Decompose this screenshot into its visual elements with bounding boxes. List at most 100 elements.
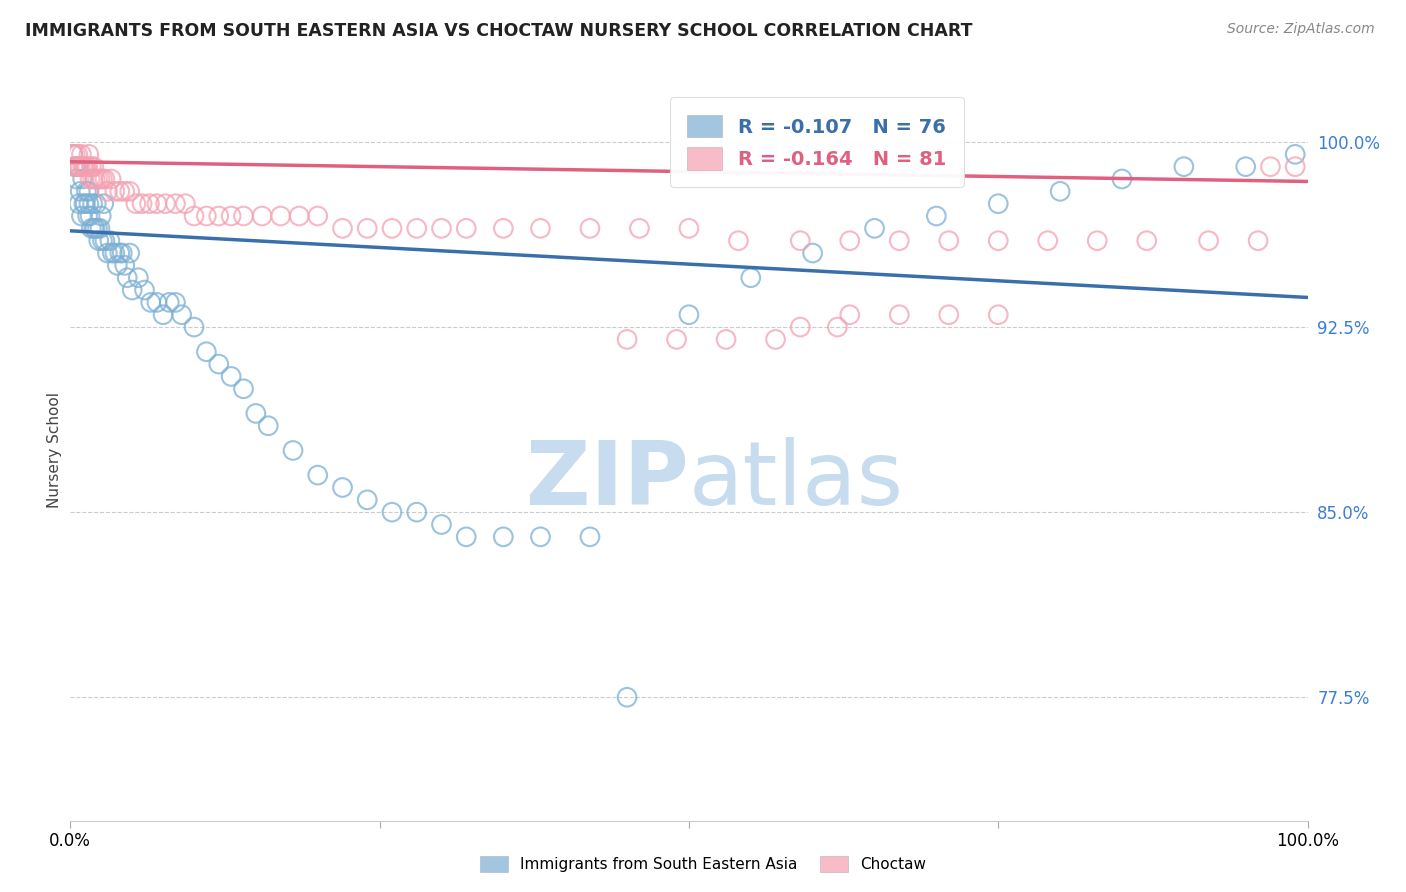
Text: atlas: atlas	[689, 436, 904, 524]
Point	[70, 209, 93, 223]
Point	[838, 308, 860, 322]
Point	[281, 443, 304, 458]
Point	[94, 172, 117, 186]
Point	[727, 234, 749, 248]
Point	[76, 209, 98, 223]
Point	[111, 246, 134, 260]
Point	[67, 196, 90, 211]
Point	[80, 221, 103, 235]
Point	[174, 196, 197, 211]
Point	[456, 530, 478, 544]
Point	[183, 209, 205, 223]
Point	[91, 172, 114, 186]
Point	[89, 172, 111, 186]
Point	[232, 382, 254, 396]
Point	[219, 209, 242, 223]
Point	[108, 246, 131, 260]
Point	[288, 209, 311, 223]
Point	[208, 357, 231, 371]
Point	[94, 234, 117, 248]
Point	[665, 332, 688, 346]
Point	[77, 184, 100, 198]
Point	[155, 196, 177, 211]
Point	[789, 234, 811, 248]
Point	[84, 196, 107, 211]
Point	[70, 147, 93, 161]
Point	[529, 530, 551, 544]
Point	[889, 234, 911, 248]
Point	[65, 172, 87, 186]
Point	[69, 160, 91, 174]
Point	[1284, 147, 1306, 161]
Point	[889, 308, 911, 322]
Point	[332, 481, 354, 495]
Point	[430, 517, 453, 532]
Point	[82, 196, 104, 211]
Point	[138, 196, 160, 211]
Y-axis label: Nursery School: Nursery School	[46, 392, 62, 508]
Point	[67, 160, 90, 174]
Point	[76, 160, 98, 174]
Point	[75, 184, 97, 198]
Point	[82, 172, 104, 186]
Point	[801, 246, 824, 260]
Point	[492, 221, 515, 235]
Point	[83, 160, 105, 174]
Point	[616, 690, 638, 705]
Point	[1111, 172, 1133, 186]
Point	[456, 221, 478, 235]
Point	[219, 369, 242, 384]
Point	[714, 332, 737, 346]
Point	[114, 258, 136, 272]
Point	[84, 172, 107, 186]
Point	[139, 295, 162, 310]
Point	[152, 308, 174, 322]
Point	[157, 295, 180, 310]
Point	[232, 209, 254, 223]
Point	[87, 234, 110, 248]
Legend: Immigrants from South Eastern Asia, Choctaw: Immigrants from South Eastern Asia, Choc…	[472, 848, 934, 880]
Point	[146, 295, 169, 310]
Point	[925, 209, 948, 223]
Point	[838, 234, 860, 248]
Point	[131, 196, 153, 211]
Point	[96, 246, 118, 260]
Point	[170, 308, 193, 322]
Point	[579, 530, 602, 544]
Point	[405, 505, 427, 519]
Point	[183, 320, 205, 334]
Point	[987, 308, 1010, 322]
Text: IMMIGRANTS FROM SOUTH EASTERN ASIA VS CHOCTAW NURSERY SCHOOL CORRELATION CHART: IMMIGRANTS FROM SOUTH EASTERN ASIA VS CH…	[25, 22, 973, 40]
Point	[65, 147, 87, 161]
Point	[62, 147, 84, 161]
Point	[1049, 184, 1071, 198]
Point	[75, 196, 97, 211]
Point	[98, 234, 121, 248]
Point	[100, 172, 122, 186]
Point	[72, 172, 94, 186]
Point	[73, 160, 96, 174]
Point	[579, 221, 602, 235]
Point	[987, 196, 1010, 211]
Point	[134, 283, 156, 297]
Point	[125, 196, 148, 211]
Point	[115, 270, 138, 285]
Point	[65, 160, 87, 174]
Point	[66, 160, 89, 174]
Point	[987, 234, 1010, 248]
Point	[1173, 160, 1195, 174]
Point	[1234, 160, 1257, 174]
Text: Source: ZipAtlas.com: Source: ZipAtlas.com	[1227, 22, 1375, 37]
Point	[381, 505, 404, 519]
Point	[66, 147, 89, 161]
Point	[146, 196, 169, 211]
Point	[118, 184, 141, 198]
Point	[678, 221, 700, 235]
Point	[381, 221, 404, 235]
Point	[938, 234, 960, 248]
Point	[1284, 160, 1306, 174]
Point	[529, 221, 551, 235]
Point	[307, 468, 329, 483]
Point	[118, 246, 141, 260]
Point	[77, 147, 100, 161]
